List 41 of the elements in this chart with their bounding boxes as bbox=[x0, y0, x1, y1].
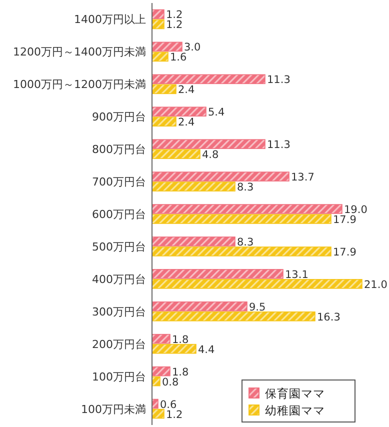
y-tick-label: 100万円未満 bbox=[81, 402, 146, 416]
y-tick-label: 400万円台 bbox=[92, 272, 146, 286]
data-label: 2.4 bbox=[178, 84, 196, 96]
data-label: 1.6 bbox=[170, 52, 188, 64]
data-label: 8.3 bbox=[237, 236, 254, 248]
y-tick-label: 1400万円以上 bbox=[74, 13, 146, 26]
y-tick-label: 100万円台 bbox=[92, 370, 146, 384]
data-label: 17.9 bbox=[333, 246, 356, 258]
y-tick-label: 800万円台 bbox=[92, 143, 146, 156]
data-label: 11.3 bbox=[267, 139, 290, 152]
y-tick-label: 500万円台 bbox=[92, 240, 146, 254]
data-label: 13.7 bbox=[291, 172, 314, 184]
y-tick-label: 700万円台 bbox=[92, 176, 146, 189]
data-label: 1.2 bbox=[166, 408, 183, 421]
data-label: 1.8 bbox=[172, 334, 189, 346]
data-label: 1.2 bbox=[166, 9, 183, 22]
y-tick-label: 1000万円～1200万円未満 bbox=[13, 78, 146, 92]
y-tick-label: 1200万円～1400万円未満 bbox=[13, 46, 146, 59]
data-label: 2.4 bbox=[178, 116, 196, 129]
data-label: 13.1 bbox=[285, 268, 308, 281]
data-label: 5.4 bbox=[208, 106, 226, 119]
data-label: 9.5 bbox=[249, 301, 266, 314]
y-tick-label: 900万円台 bbox=[92, 110, 146, 124]
data-label: 0.8 bbox=[162, 376, 179, 388]
data-label: 11.3 bbox=[267, 74, 290, 86]
legend-label: 保育園ママ bbox=[265, 386, 325, 400]
data-label: 21.0 bbox=[364, 278, 388, 291]
data-label: 0.6 bbox=[160, 398, 178, 411]
legend-label: 幼稚園ママ bbox=[265, 404, 325, 418]
data-label: 1.2 bbox=[166, 19, 183, 32]
data-label: 4.4 bbox=[198, 344, 216, 356]
data-label: 3.0 bbox=[184, 42, 201, 54]
data-label: 16.3 bbox=[317, 311, 340, 324]
data-label: 17.9 bbox=[333, 214, 356, 226]
data-label: 1.8 bbox=[172, 366, 189, 378]
y-tick-label: 600万円台 bbox=[92, 208, 146, 221]
data-label: 8.3 bbox=[237, 182, 254, 194]
data-label: 4.8 bbox=[202, 149, 219, 162]
data-label: 19.0 bbox=[344, 204, 368, 216]
y-tick-label: 200万円台 bbox=[92, 338, 146, 351]
y-tick-label: 300万円台 bbox=[92, 305, 146, 318]
